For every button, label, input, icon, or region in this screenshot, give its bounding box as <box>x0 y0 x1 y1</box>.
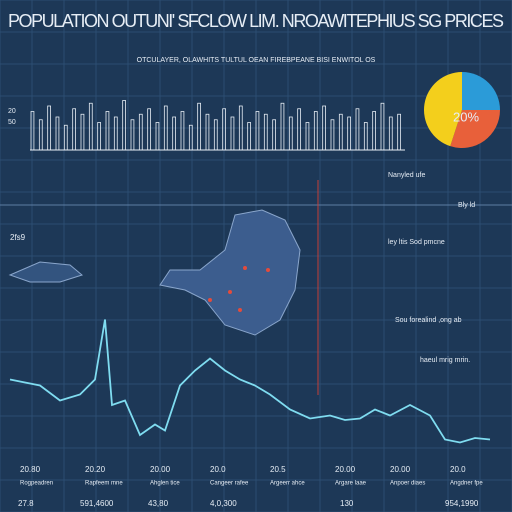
footer-sublabel: Argare laae <box>335 481 367 487</box>
footer-figure: 954,1990 <box>445 499 479 508</box>
bar <box>230 116 235 151</box>
footer-figure: 4,0,300 <box>210 499 237 508</box>
bar <box>138 113 143 151</box>
annotation: Nanyled ufe <box>388 172 425 179</box>
bar <box>180 111 185 151</box>
footer-figure: 27.8 <box>18 499 34 508</box>
annotation: Bly ld <box>458 202 475 209</box>
footer-sublabel: Angdner fpe <box>450 481 483 487</box>
bar <box>372 111 376 151</box>
bar <box>63 124 68 151</box>
bar <box>288 116 293 151</box>
bar <box>313 111 318 151</box>
annotation: Sou forealind ,ong ab <box>395 317 462 324</box>
map-dot <box>266 268 270 272</box>
side-note: 2fs9 <box>10 233 26 242</box>
pie-slice <box>424 72 462 147</box>
bar <box>222 108 226 151</box>
bar <box>80 113 85 151</box>
footer-sublabel: Anpoer diaes <box>390 481 425 487</box>
bar <box>172 116 176 151</box>
footer-sublabel: Rapfeem mne <box>85 481 123 487</box>
footer-label: 20.00 <box>150 465 171 474</box>
bar <box>147 108 151 151</box>
footer-label: 20.80 <box>20 465 41 474</box>
annotation: ley ltis Sod pmcne <box>388 239 445 246</box>
bar <box>88 102 93 151</box>
bar <box>355 108 360 151</box>
bar <box>47 105 51 151</box>
footer-label: 20.00 <box>335 465 356 474</box>
bar <box>122 100 126 151</box>
map-dot <box>238 308 242 312</box>
subtitle: OTCULAYER, OLAWHITS TULTUL OEAN FIREBPEA… <box>137 57 376 64</box>
bar <box>272 119 276 151</box>
bar <box>38 119 43 151</box>
map-dot <box>243 266 247 270</box>
bar <box>163 105 168 151</box>
bar <box>55 116 60 151</box>
footer-label: 20.0 <box>210 465 226 474</box>
footer-label: 20.20 <box>85 465 106 474</box>
bar <box>238 105 243 151</box>
pie-slice <box>450 110 500 149</box>
footer-label: 20.5 <box>270 465 286 474</box>
footer-sublabel: Ahglen tice <box>150 481 180 487</box>
bar <box>130 119 135 151</box>
footer-figure: 43,80 <box>148 499 169 508</box>
bar <box>380 102 385 151</box>
pie-slice <box>462 72 500 110</box>
bar <box>397 113 401 151</box>
map-dots <box>208 266 270 312</box>
bar <box>305 122 310 151</box>
footer-sublabel: Rogpeadren <box>20 481 53 487</box>
pie-label: 20% <box>453 109 479 124</box>
axis-note: 20 <box>8 108 16 115</box>
bar <box>247 122 251 151</box>
bar <box>213 119 218 151</box>
bar <box>338 113 343 151</box>
bar <box>105 111 110 151</box>
map-island <box>8 261 84 283</box>
bar <box>297 108 301 151</box>
bar <box>72 108 76 151</box>
bar <box>388 116 393 151</box>
map-dot <box>228 290 232 294</box>
footer-label: 20.0 <box>450 465 466 474</box>
axis-note: 50 <box>8 119 16 126</box>
bar <box>322 105 326 151</box>
footer-label: 20.00 <box>390 465 411 474</box>
bar <box>155 122 160 151</box>
bar <box>255 111 260 151</box>
bar <box>197 102 201 151</box>
bar <box>205 113 210 151</box>
bar <box>330 119 335 151</box>
bar <box>188 124 193 151</box>
footer-figure: 130 <box>340 499 354 508</box>
map-dot <box>208 298 212 302</box>
title: POPULATION OUTUNI' SFCLOW LIM. NROAWITEP… <box>8 11 504 31</box>
line <box>9 319 491 444</box>
bar <box>280 102 285 151</box>
bar <box>30 111 35 151</box>
bar <box>363 122 368 151</box>
bar <box>347 116 351 151</box>
bar <box>263 113 268 151</box>
footer-sublabel: Cangeer rafee <box>210 481 249 487</box>
bar <box>97 122 101 151</box>
bar <box>113 116 118 151</box>
map-region <box>159 209 301 336</box>
annotation: haeul mrig mrin. <box>420 357 470 364</box>
footer-sublabel: Argeerr ahce <box>270 481 305 487</box>
footer-figure: 591,4600 <box>80 499 114 508</box>
